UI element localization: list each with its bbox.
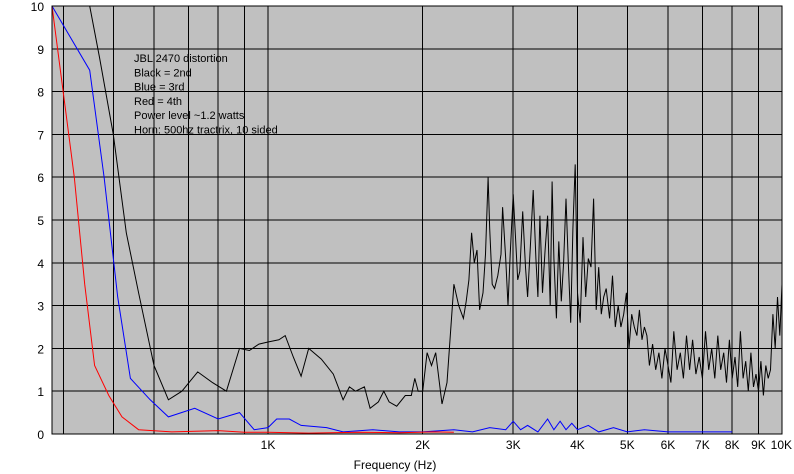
y-tick-label: 5 [37,214,44,228]
y-tick-label: 6 [37,171,44,185]
plot-border [51,5,783,435]
annotation-line: JBL 2470 distortion [134,53,228,65]
series-line-2 [51,5,454,434]
x-tick-label: 8K [725,438,740,452]
annotation-line: Blue = 3rd [134,82,184,94]
y-tick-label: 0 [37,428,44,442]
y-tick-label: 1 [37,385,44,399]
annotation-line: Horn: 500hz tractrix, 10 sided [134,125,278,137]
annotation-line: Red = 4th [134,96,182,108]
x-tick-label: 9K [751,438,766,452]
x-tick-label: 10K [771,438,792,452]
y-tick-label: 2 [37,342,44,356]
x-tick-label: 4K [570,438,585,452]
x-tick-label: 7K [695,438,710,452]
y-tick-label: 4 [37,257,44,271]
series-line-1 [51,5,733,433]
series-lines [51,5,783,434]
annotation-block: JBL 2470 distortion Black = 2nd Blue = 3rd… [134,53,278,137]
x-tick-label: 5K [620,438,635,452]
x-tick-label: 3K [506,438,521,452]
annotation-line: Black = 2nd [134,67,192,79]
y-tick-labels: 0 1 2 3 4 5 6 7 8 9 10 [31,0,45,442]
annotation-line: Power level ~1.2 watts [134,110,245,122]
y-tick-label: 3 [37,300,44,314]
x-tick-label: 2K [415,438,430,452]
y-tick-label: 9 [37,43,44,57]
y-tick-label: 7 [37,128,44,142]
x-axis-title: Frequency (Hz) [354,458,437,472]
series-line-0 [52,5,783,410]
y-tick-label: 8 [37,86,44,100]
x-tick-label: 1K [261,438,276,452]
y-tick-label: 10 [31,0,45,14]
x-tick-labels: 1K 2K 3K 4K 5K 6K 7K 8K 9K 10K [261,438,792,452]
x-tick-label: 6K [661,438,676,452]
